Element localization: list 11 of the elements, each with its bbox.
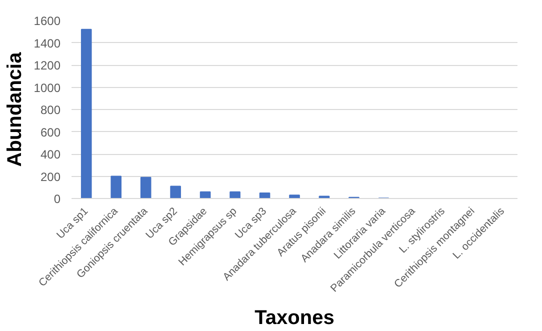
y-tick-label: 1400 (34, 36, 61, 50)
y-tick-label: 600 (40, 125, 61, 140)
y-tick-label: 1600 (34, 14, 61, 28)
y-tick-label: 1200 (34, 58, 61, 72)
y-tick-label: 0 (54, 192, 61, 206)
x-axis-title: Taxones (254, 306, 334, 329)
y-axis-title: Abundancia (4, 51, 26, 167)
y-tick-label: 400 (40, 148, 61, 162)
y-tick-label: 1000 (34, 80, 61, 95)
y-tick-label: 200 (40, 170, 61, 184)
y-tick-label: 800 (40, 103, 61, 117)
